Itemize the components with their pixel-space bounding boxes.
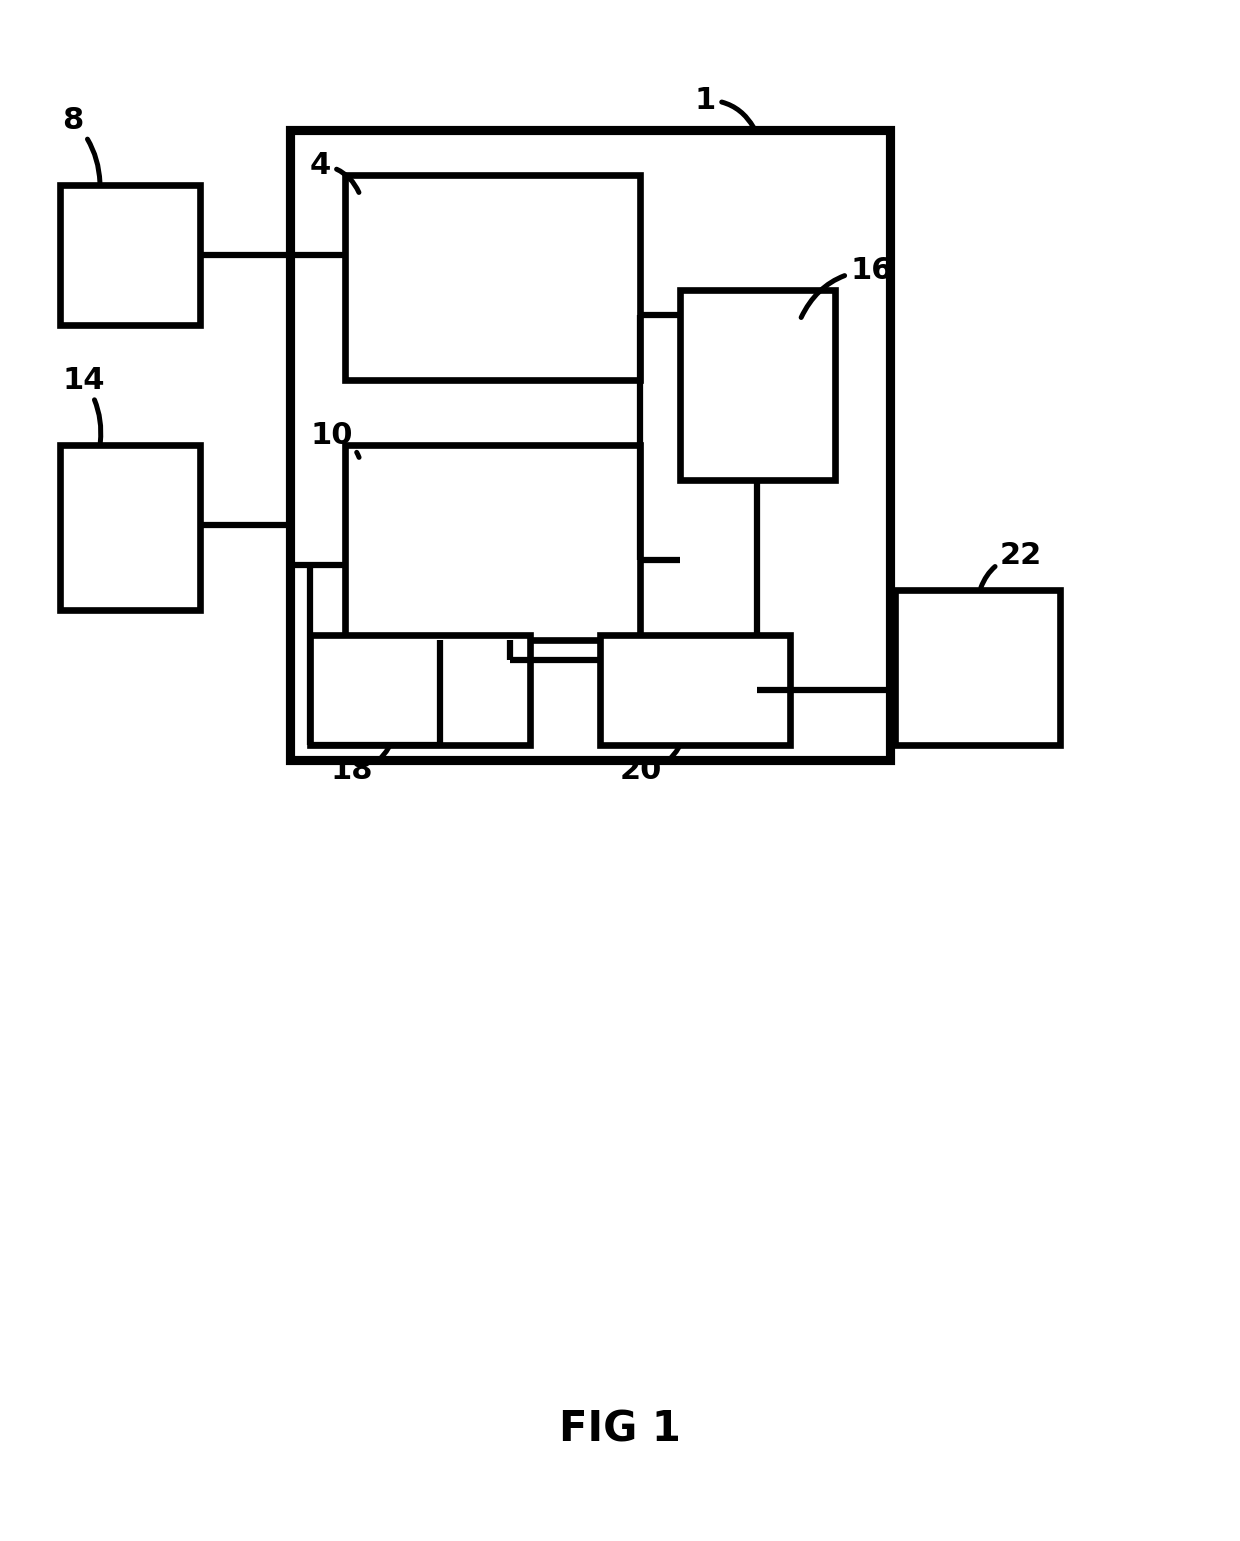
Text: FIG 1: FIG 1 <box>559 1408 681 1452</box>
Text: 22: 22 <box>981 541 1043 587</box>
Text: 14: 14 <box>62 365 104 442</box>
Bar <box>60 185 200 325</box>
Text: 10: 10 <box>310 421 360 458</box>
Bar <box>345 445 640 640</box>
Text: 18: 18 <box>330 747 388 784</box>
Bar <box>895 590 1060 744</box>
Text: 1: 1 <box>694 85 754 128</box>
Text: 8: 8 <box>62 105 100 182</box>
Bar <box>600 635 790 744</box>
Text: 20: 20 <box>620 747 678 784</box>
Text: 16: 16 <box>801 256 893 317</box>
Bar <box>345 176 640 381</box>
Bar <box>310 635 529 744</box>
Bar <box>60 445 200 610</box>
Text: 4: 4 <box>310 151 358 193</box>
Bar <box>290 129 890 760</box>
Bar <box>680 290 835 479</box>
